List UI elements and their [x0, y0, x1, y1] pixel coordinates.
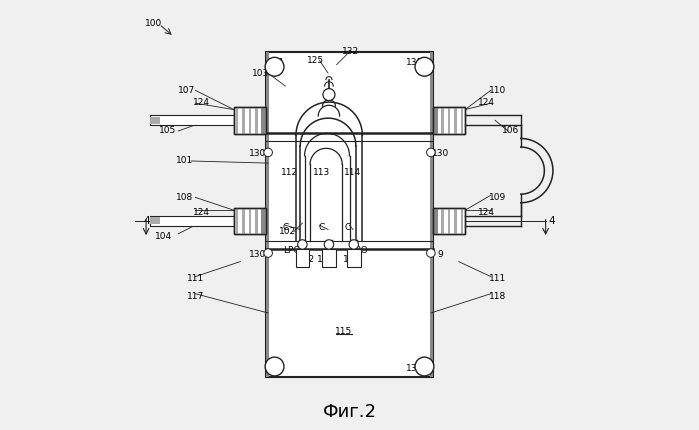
Bar	[243, 208, 245, 235]
Bar	[234, 208, 266, 235]
Bar	[236, 108, 238, 134]
Text: RPO: RPO	[349, 246, 368, 255]
Bar	[454, 208, 456, 235]
Text: C: C	[345, 222, 351, 231]
Bar	[261, 108, 264, 134]
Bar	[243, 108, 245, 134]
Circle shape	[264, 149, 273, 157]
Circle shape	[426, 149, 435, 157]
Circle shape	[415, 58, 434, 77]
Bar	[433, 208, 465, 235]
Bar	[236, 208, 238, 235]
Text: C: C	[319, 222, 325, 231]
Text: 130: 130	[249, 148, 266, 157]
Circle shape	[264, 249, 273, 258]
Circle shape	[298, 240, 307, 249]
Text: 124: 124	[478, 207, 495, 216]
Text: 124: 124	[478, 98, 495, 107]
Bar	[234, 108, 266, 134]
Text: 132: 132	[342, 47, 359, 56]
Bar	[266, 52, 269, 378]
Circle shape	[349, 240, 359, 249]
Circle shape	[415, 357, 434, 376]
Text: C: C	[283, 222, 289, 231]
Text: 4: 4	[143, 215, 150, 225]
Circle shape	[323, 89, 335, 101]
Bar	[461, 208, 463, 235]
Text: 134: 134	[343, 254, 360, 263]
Text: 118: 118	[489, 291, 506, 300]
Bar	[448, 108, 450, 134]
Text: 111: 111	[187, 274, 204, 283]
Bar	[261, 208, 266, 235]
Text: 113: 113	[313, 168, 331, 177]
Bar	[454, 108, 456, 134]
Text: 131: 131	[268, 363, 285, 372]
Bar	[435, 108, 438, 134]
Bar	[266, 52, 433, 378]
Text: 124: 124	[193, 207, 210, 216]
Text: 103: 103	[252, 69, 270, 78]
Text: 102: 102	[279, 226, 296, 235]
Bar	[249, 208, 251, 235]
Text: 104: 104	[154, 231, 172, 240]
Text: 130: 130	[249, 250, 266, 259]
Text: 4: 4	[549, 215, 555, 225]
Bar	[435, 208, 438, 235]
Text: LPO: LPO	[283, 246, 301, 255]
Text: 100: 100	[145, 19, 162, 28]
Text: 117: 117	[187, 291, 204, 300]
Bar	[433, 208, 438, 235]
Bar	[441, 208, 444, 235]
Text: D: D	[324, 246, 331, 255]
Text: 131: 131	[406, 58, 423, 67]
Text: 101: 101	[176, 156, 193, 165]
Text: 114: 114	[345, 168, 361, 177]
Bar	[433, 108, 438, 134]
Bar	[150, 216, 234, 227]
Text: 111: 111	[489, 274, 506, 283]
Text: 131: 131	[268, 58, 285, 67]
Bar	[461, 108, 463, 134]
Bar	[150, 218, 160, 225]
Bar	[441, 108, 444, 134]
Bar	[322, 249, 336, 267]
Text: 109: 109	[489, 193, 506, 202]
Text: 9: 9	[438, 250, 443, 259]
Bar	[296, 249, 309, 267]
Text: 131: 131	[406, 363, 423, 372]
Bar	[150, 117, 160, 124]
Bar	[347, 249, 361, 267]
Text: 106: 106	[501, 126, 519, 135]
Text: 130: 130	[432, 148, 449, 157]
Text: 107: 107	[178, 86, 196, 95]
Text: 110: 110	[489, 86, 506, 95]
Circle shape	[265, 357, 284, 376]
Text: 115: 115	[336, 326, 352, 335]
Bar	[255, 108, 258, 134]
Text: 112: 112	[281, 168, 298, 177]
Circle shape	[265, 58, 284, 77]
Circle shape	[324, 240, 333, 249]
Bar	[261, 208, 264, 235]
Bar	[234, 108, 266, 134]
Text: 133: 133	[317, 254, 335, 263]
Bar	[249, 108, 251, 134]
Bar	[150, 116, 234, 126]
Circle shape	[426, 249, 435, 258]
Bar	[261, 108, 266, 134]
Bar	[234, 208, 266, 235]
Text: 125: 125	[307, 56, 324, 65]
Bar	[448, 208, 450, 235]
Text: 124: 124	[193, 98, 210, 107]
Text: 105: 105	[159, 126, 176, 135]
Bar	[255, 208, 258, 235]
Text: 132: 132	[298, 254, 315, 263]
Text: Фиг.2: Фиг.2	[322, 402, 377, 420]
Bar	[433, 208, 465, 235]
Bar	[433, 108, 465, 134]
Bar	[430, 52, 433, 378]
Text: 108: 108	[176, 193, 193, 202]
Bar	[433, 108, 465, 134]
